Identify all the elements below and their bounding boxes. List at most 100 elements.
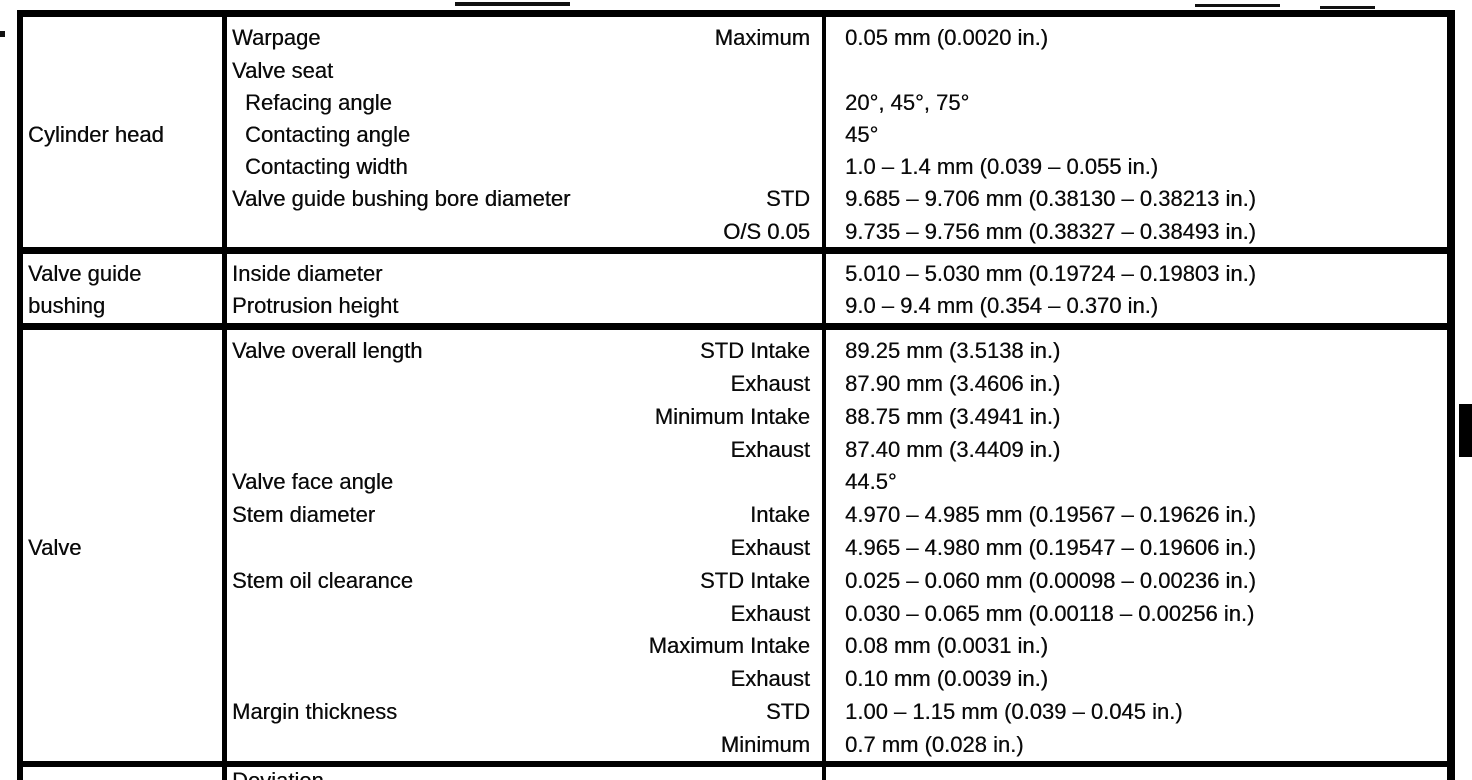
qualifier-label: Exhaust	[730, 666, 811, 692]
value-label: 0.05 mm (0.0020 in.)	[845, 25, 1048, 51]
value-cell: 45°	[822, 118, 1447, 151]
spec-name-cell: Warpage Maximum	[226, 21, 822, 54]
spec-section: Deviation	[17, 763, 1455, 780]
value-label: 1.00 – 1.15 mm (0.039 – 0.045 in.)	[845, 698, 1183, 724]
spec-section: Cylinder head Warpage Maximum 0.05 mm (0.00…	[17, 22, 1455, 247]
value-cell: 1.0 – 1.4 mm (0.039 – 0.055 in.)	[822, 150, 1447, 183]
spec-name-cell: Exhaust	[226, 367, 822, 400]
scan-artifact	[1320, 6, 1375, 9]
spec-row: Contacting width 1.0 – 1.4 mm (0.039 – 0.…	[226, 151, 1447, 183]
spec-row: Refacing angle 20°, 45°, 75°	[226, 86, 1447, 118]
spec-row: Maximum Intake 0.08 mm (0.0031 in.)	[226, 629, 1447, 662]
item-label: Warpage	[232, 25, 321, 51]
value-cell: 9.685 – 9.706 mm (0.38130 – 0.38213 in.)	[822, 182, 1447, 215]
value-label: 9.685 – 9.706 mm (0.38130 – 0.38213 in.)	[845, 186, 1256, 212]
spec-name-cell: Valve guide bushing bore diameter STD	[226, 182, 822, 215]
qualifier-label: Exhaust	[730, 600, 811, 626]
page-edge-tab-icon	[1459, 404, 1472, 457]
value-cell: 88.75 mm (3.4941 in.)	[822, 400, 1447, 433]
item-label: Contacting width	[245, 154, 408, 180]
spec-row: Exhaust 87.90 mm (3.4606 in.)	[226, 367, 1447, 400]
scan-artifact	[455, 2, 570, 6]
qualifier-label: Minimum Intake	[654, 403, 810, 429]
value-cell: 0.7 mm (0.028 in.)	[822, 728, 1447, 761]
value-cell: 5.010 – 5.030 mm (0.19724 – 0.19803 in.)	[822, 257, 1447, 290]
spec-section: Valve guide bushing Inside diameter 5.010 –…	[17, 256, 1455, 323]
item-label: Contacting angle	[245, 122, 411, 147]
qualifier-label: Minimum	[720, 731, 810, 757]
value-cell: 0.10 mm (0.0039 in.)	[822, 662, 1447, 695]
spec-row: Deviation	[226, 764, 1447, 780]
item-label: Valve overall length	[232, 338, 423, 364]
value-label: 0.08 mm (0.0031 in.)	[845, 633, 1048, 659]
section-divider	[17, 323, 1455, 330]
value-cell: 0.030 – 0.065 mm (0.00118 – 0.00256 in.)	[822, 597, 1447, 630]
value-cell: 9.735 – 9.756 mm (0.38327 – 0.38493 in.)	[822, 215, 1447, 248]
spec-name-cell: Contacting width	[226, 150, 822, 183]
table-border-left	[17, 10, 23, 780]
value-label: 0.030 – 0.065 mm (0.00118 – 0.00256 in.)	[845, 600, 1255, 626]
value-cell: 89.25 mm (3.5138 in.)	[822, 334, 1447, 367]
component-label: Valve guide	[28, 260, 142, 286]
spec-name-cell: Stem diameter Intake	[226, 498, 822, 531]
item-label: Inside diameter	[232, 261, 383, 286]
qualifier-label: STD	[766, 186, 810, 212]
value-label: 44.5°	[845, 469, 897, 495]
component-cell: Valve guide bushing	[17, 256, 222, 323]
spec-name-cell: Exhaust	[226, 433, 822, 466]
spec-row: Exhaust 0.030 – 0.065 mm (0.00118 – 0.002…	[226, 597, 1447, 630]
item-label: Refacing angle	[245, 89, 392, 115]
spec-row: Warpage Maximum 0.05 mm (0.0020 in.)	[226, 22, 1447, 54]
value-label: 45°	[845, 122, 879, 147]
qualifier-label: STD	[766, 698, 810, 724]
qualifier-label: Maximum Intake	[648, 633, 810, 659]
qualifier-label: Exhaust	[730, 371, 811, 397]
value-cell: 0.08 mm (0.0031 in.)	[822, 629, 1447, 662]
qualifier-label: Exhaust	[730, 436, 811, 462]
value-label: 89.25 mm (3.5138 in.)	[845, 338, 1061, 364]
column-divider-component	[222, 10, 227, 780]
value-label: 9.0 – 9.4 mm (0.354 – 0.370 in.)	[845, 293, 1159, 318]
spec-name-cell: Minimum	[226, 728, 822, 761]
value-label: 4.970 – 4.985 mm (0.19567 – 0.19626 in.)	[845, 502, 1256, 528]
spec-name-cell: Maximum Intake	[226, 629, 822, 662]
qualifier-label: STD Intake	[699, 567, 810, 593]
spec-row: Stem oil clearance STD Intake 0.025 – 0.06…	[226, 564, 1447, 597]
spec-name-cell: Inside diameter	[226, 257, 822, 290]
spec-row: Exhaust 0.10 mm (0.0039 in.)	[226, 662, 1447, 695]
item-label: Valve face angle	[232, 469, 394, 495]
component-label: Valve	[28, 534, 82, 560]
spec-row: O/S 0.05 9.735 – 9.756 mm (0.38327 – 0.38…	[226, 215, 1447, 247]
value-cell: 44.5°	[822, 465, 1447, 498]
value-label: 5.010 – 5.030 mm (0.19724 – 0.19803 in.)	[845, 261, 1256, 286]
value-cell: 1.00 – 1.15 mm (0.039 – 0.045 in.)	[822, 695, 1447, 728]
value-cell: 0.05 mm (0.0020 in.)	[822, 21, 1447, 54]
item-label: Stem diameter	[232, 502, 376, 528]
value-cell: 0.025 – 0.060 mm (0.00098 – 0.00236 in.)	[822, 564, 1447, 597]
value-cell: 87.90 mm (3.4606 in.)	[822, 367, 1447, 400]
spec-name-cell: Deviation	[226, 764, 822, 780]
value-cell: 4.965 – 4.980 mm (0.19547 – 0.19606 in.)	[822, 531, 1447, 564]
value-label: 9.735 – 9.756 mm (0.38327 – 0.38493 in.)	[845, 218, 1256, 244]
spec-row: Contacting angle 45°	[226, 118, 1447, 150]
qualifier-label: STD Intake	[699, 338, 810, 364]
spec-row: Inside diameter 5.010 – 5.030 mm (0.19724…	[226, 258, 1447, 290]
spec-name-cell: O/S 0.05	[226, 215, 822, 248]
component-label: bushing	[28, 292, 106, 318]
spec-name-cell: Valve overall length STD Intake	[226, 334, 822, 367]
value-cell: 4.970 – 4.985 mm (0.19567 – 0.19626 in.)	[822, 498, 1447, 531]
spec-rows: Inside diameter 5.010 – 5.030 mm (0.19724…	[226, 256, 1447, 323]
qualifier-label: Maximum	[714, 25, 810, 51]
value-label: 87.90 mm (3.4606 in.)	[845, 371, 1061, 397]
spec-name-cell: Contacting angle	[226, 118, 822, 151]
value-label: 87.40 mm (3.4409 in.)	[845, 436, 1061, 462]
section-divider	[17, 761, 1455, 767]
spec-rows: Valve overall length STD Intake 89.25 mm (…	[226, 334, 1447, 761]
item-label: Valve guide bushing bore diameter	[232, 186, 571, 212]
value-label: 20°, 45°, 75°	[845, 89, 970, 115]
spec-section: Valve Valve overall length STD Intake 89.25…	[17, 334, 1455, 761]
spec-name-cell: Refacing angle	[226, 86, 822, 119]
spec-rows: Warpage Maximum 0.05 mm (0.0020 in.) Valve …	[226, 22, 1447, 247]
spec-row: Valve guide bushing bore diameter STD 9.68…	[226, 183, 1447, 215]
value-cell: 20°, 45°, 75°	[822, 86, 1447, 119]
